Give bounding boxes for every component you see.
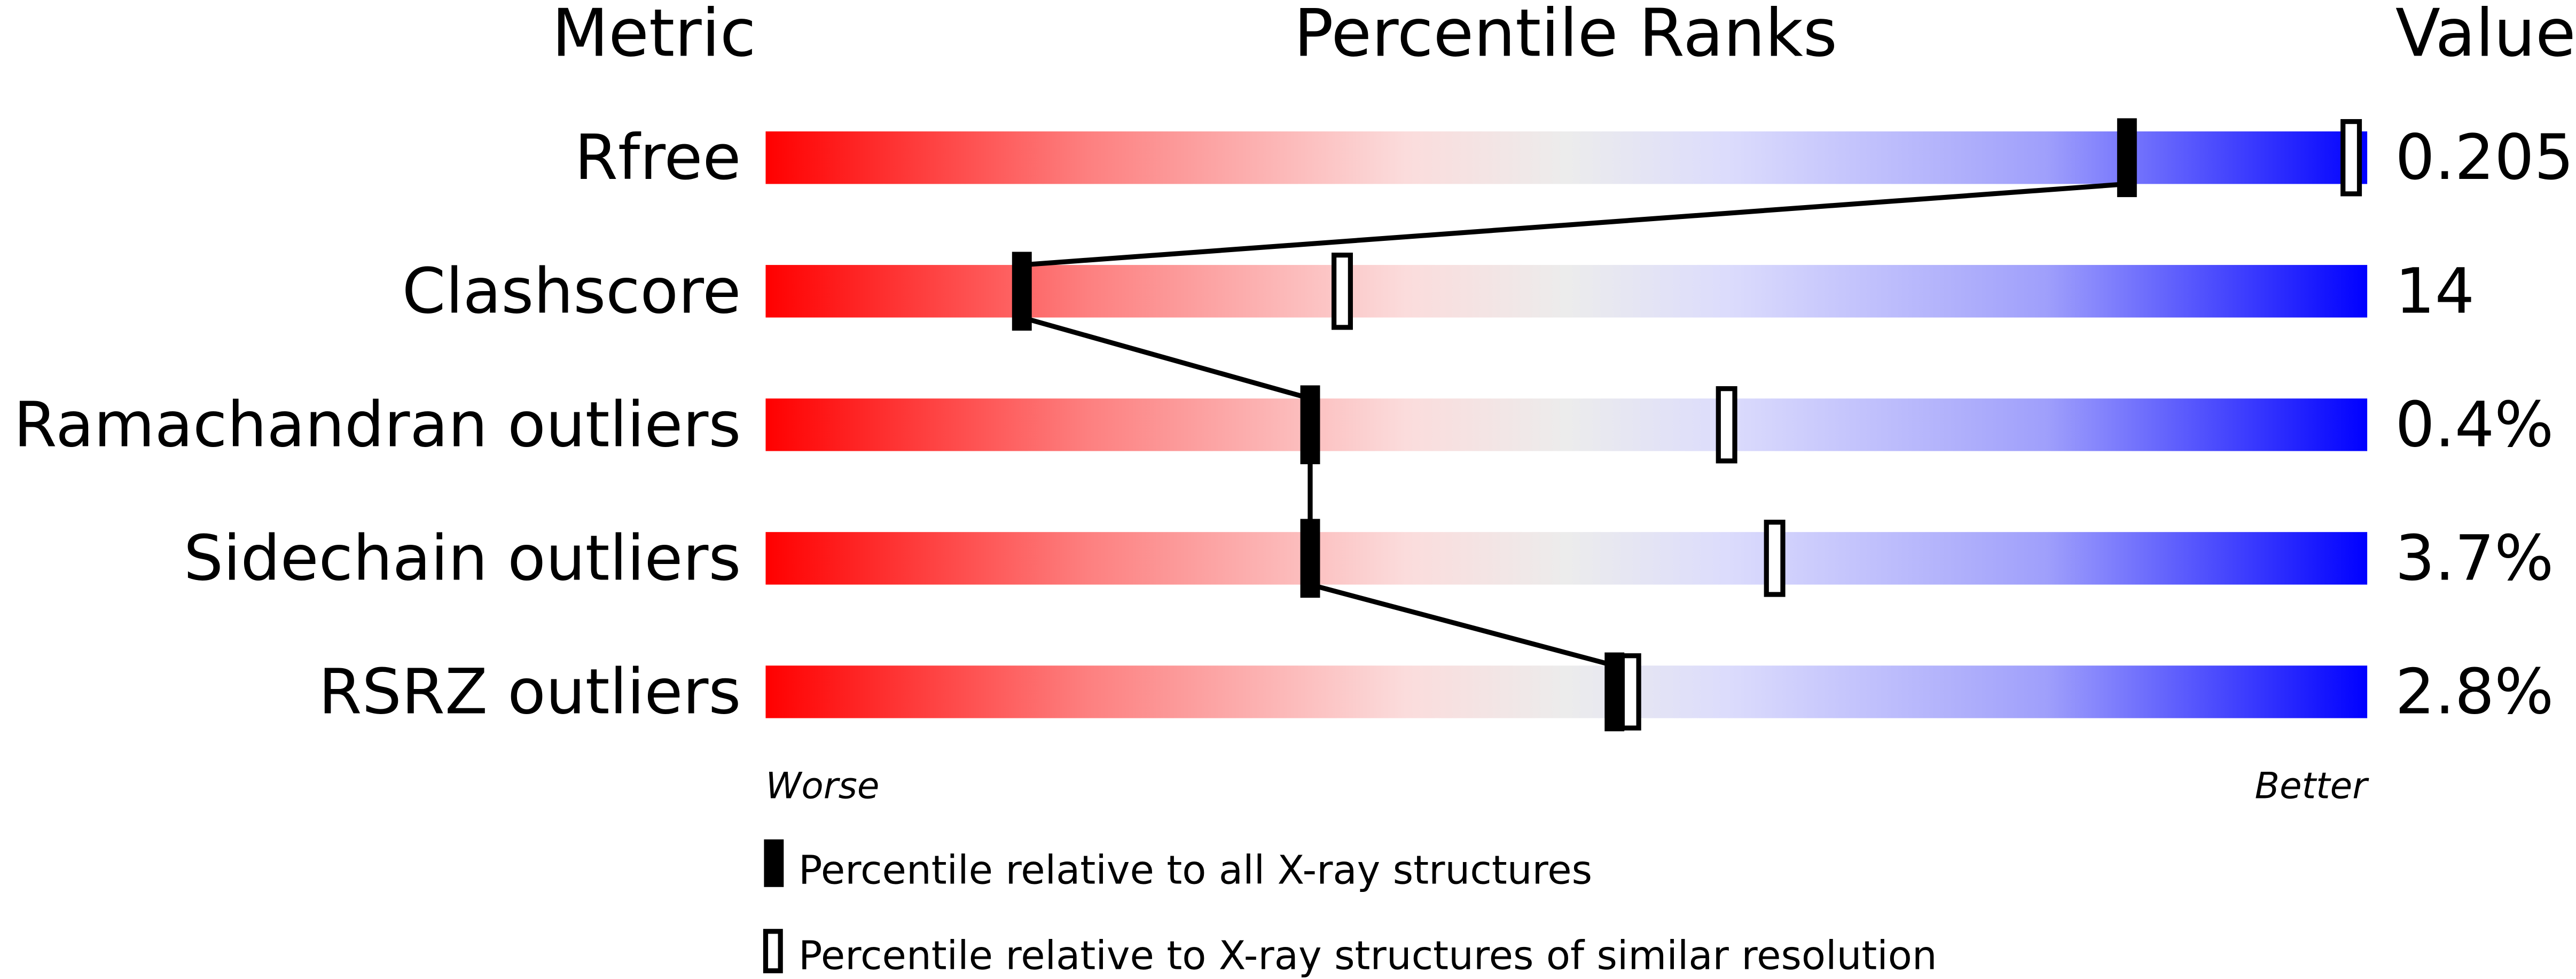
metric-value: 3.7% [2395,522,2554,594]
similar-resolution-percentile-marker [1332,253,1353,330]
percentile-bar [765,131,2368,184]
metric-value: 0.205 [2395,121,2574,194]
connector-line [1021,181,2127,268]
all-structures-percentile-marker [1300,385,1320,465]
legend-open-marker [763,929,783,974]
metric-value: 14 [2395,255,2475,327]
connector-line [1021,315,1311,401]
metric-label: Sidechain outliers [184,522,741,594]
percentile-bar [765,665,2368,718]
metric-label: Clashscore [402,255,741,327]
all-structures-percentile-marker [1604,652,1625,732]
similar-resolution-percentile-marker [2340,119,2362,197]
metric-label: Ramachandran outliers [13,388,741,461]
all-structures-percentile-marker [2117,118,2137,198]
worse-label: Worse [765,765,879,807]
legend-filled-label: Percentile relative to all X-ray structu… [798,848,1592,894]
header-percentile-ranks: Percentile Ranks [1294,0,1837,72]
header-metric: Metric [552,0,756,72]
percentile-bar [765,532,2368,585]
all-structures-percentile-marker [1300,519,1320,598]
similar-resolution-percentile-marker [1716,386,1737,464]
metric-label: RSRZ outliers [318,655,741,728]
metric-label: Rfree [575,121,741,194]
connector-line [1309,582,1615,668]
better-label: Better [2255,765,2370,807]
similar-resolution-percentile-marker [1619,653,1641,731]
metric-value: 2.8% [2395,655,2554,728]
metric-value: 0.4% [2395,388,2554,461]
legend-filled-marker [764,839,784,887]
percentile-bar [765,398,2368,451]
legend-open-label: Percentile relative to X-ray structures … [798,933,1937,979]
header-value: Value [2395,0,2576,72]
similar-resolution-percentile-marker [1764,520,1786,597]
all-structures-percentile-marker [1012,252,1032,331]
percentile-bar [765,265,2368,318]
